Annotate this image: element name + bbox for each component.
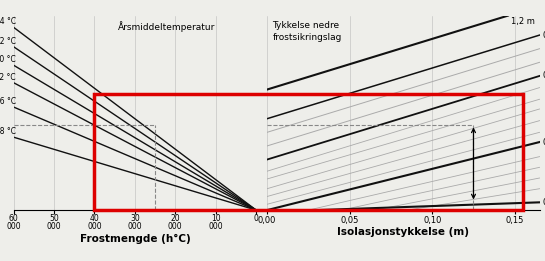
- Text: Tykkelse nedre
frostsikringslag: Tykkelse nedre frostsikringslag: [272, 21, 342, 41]
- Text: -8 °C: -8 °C: [0, 127, 16, 136]
- Text: 1,2 m: 1,2 m: [511, 17, 535, 26]
- Text: 2 °C: 2 °C: [0, 73, 16, 82]
- Text: 0,9 m: 0,9 m: [543, 31, 545, 40]
- Text: -4 °C: -4 °C: [0, 17, 16, 26]
- Text: 0,6 m: 0,6 m: [543, 72, 545, 80]
- Text: -6 °C: -6 °C: [0, 97, 16, 106]
- Text: 0,0 m: 0,0 m: [543, 198, 545, 207]
- Text: 0 °C: 0 °C: [0, 55, 16, 64]
- Text: -2 °C: -2 °C: [0, 37, 16, 46]
- X-axis label: Frostmengde (h°C): Frostmengde (h°C): [80, 234, 190, 244]
- Text: Årsmiddeltemperatur: Årsmiddeltemperatur: [118, 21, 215, 32]
- Text: 0,3 m: 0,3 m: [543, 138, 545, 146]
- X-axis label: Isolasjonstykkelse (m): Isolasjonstykkelse (m): [337, 227, 469, 238]
